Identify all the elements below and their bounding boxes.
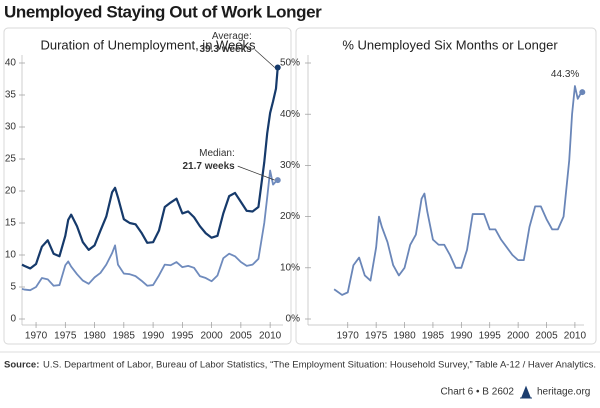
line [333, 85, 583, 296]
y-tick-label: 40 [5, 58, 17, 69]
x-tick-label: 2005 [535, 331, 558, 342]
x-tick-label: 1970 [25, 331, 48, 342]
end-point [274, 177, 281, 184]
x-tick-label: 1985 [422, 331, 445, 342]
y-tick-label: 50% [280, 58, 300, 69]
y-tick-label: 30 [5, 122, 17, 133]
chart-title: Unemployed Staying Out of Work Longer [4, 2, 322, 21]
y-tick-label: 15 [5, 218, 17, 229]
y-tick-label: 0% [286, 314, 301, 325]
source: U.S. Department of Labor, Bureau of Labo… [43, 360, 596, 371]
y-tick-label: 5 [10, 282, 16, 293]
panel-title: Duration of Unemployment, in Weeks [40, 37, 256, 52]
x-tick-label: 1995 [171, 331, 194, 342]
line [21, 169, 279, 292]
y-tick-label: 10% [280, 262, 300, 273]
y-tick-label: 10 [5, 250, 17, 261]
y-tick-label: 40% [280, 109, 300, 120]
panel-frame [3, 27, 292, 345]
x-tick-label: 1985 [113, 331, 136, 342]
leader-line [254, 49, 275, 68]
leader-line [237, 165, 275, 181]
x-tick-label: 1990 [450, 331, 473, 342]
end-point [579, 89, 586, 96]
end-label: 21.7 weeks [182, 161, 235, 172]
y-tick-label: 20 [5, 186, 17, 197]
y-tick-label: 35 [5, 90, 17, 101]
source-label: Source: [4, 360, 39, 371]
x-tick-label: 1995 [479, 331, 502, 342]
x-tick-label: 2010 [564, 331, 587, 342]
x-tick-label: 2010 [259, 331, 282, 342]
y-tick-label: 0 [10, 314, 16, 325]
x-tick-label: 1970 [337, 331, 360, 342]
x-tick-label: 1975 [365, 331, 388, 342]
y-tick-label: 30% [280, 160, 300, 171]
site: heritage.org [537, 387, 590, 398]
chart-id: Chart 6 • B 2602 [440, 387, 514, 398]
bell-icon [520, 385, 532, 399]
x-tick-label: 1975 [54, 331, 77, 342]
end-point [274, 64, 281, 71]
series-label: Median: [199, 148, 235, 159]
end-label: 39.3 weeks [199, 44, 252, 55]
panel-title: % Unemployed Six Months or Longer [342, 37, 558, 52]
line [21, 67, 279, 270]
y-tick-label: 20% [280, 211, 300, 222]
x-tick-label: 1990 [142, 331, 165, 342]
x-tick-label: 1980 [393, 331, 416, 342]
end-label: 44.3% [551, 69, 579, 80]
panel-frame [295, 27, 597, 345]
x-tick-label: 2000 [200, 331, 223, 342]
y-tick-label: 25 [5, 154, 17, 165]
series-label: Average: [212, 31, 252, 42]
x-tick-label: 1980 [83, 331, 106, 342]
x-tick-label: 2000 [507, 331, 530, 342]
x-tick-label: 2005 [230, 331, 253, 342]
